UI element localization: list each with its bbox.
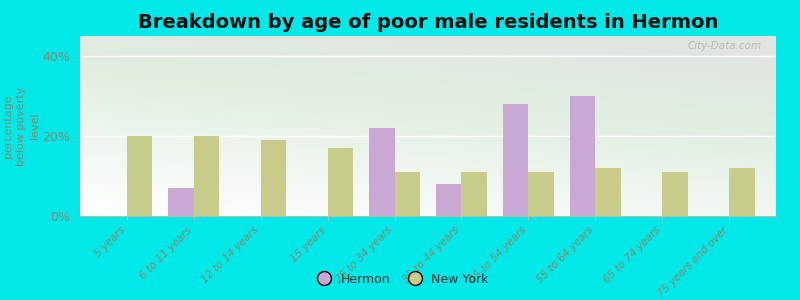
Bar (528, 172, 554, 216)
Bar (328, 148, 353, 216)
Text: City-Data.com: City-Data.com (688, 41, 762, 51)
Bar (436, 184, 462, 216)
Bar (570, 96, 595, 216)
Bar (369, 128, 394, 216)
Bar (261, 140, 286, 216)
Bar (127, 136, 152, 216)
Bar (729, 168, 754, 216)
Bar (462, 172, 487, 216)
Bar (662, 172, 688, 216)
Y-axis label: percentage
below poverty
level: percentage below poverty level (3, 86, 40, 166)
Bar (503, 104, 528, 216)
Bar (168, 188, 194, 216)
Bar (394, 172, 420, 216)
Legend: Hermon, New York: Hermon, New York (306, 268, 494, 291)
Title: Breakdown by age of poor male residents in Hermon: Breakdown by age of poor male residents … (138, 13, 718, 32)
Bar (194, 136, 219, 216)
Bar (595, 168, 621, 216)
